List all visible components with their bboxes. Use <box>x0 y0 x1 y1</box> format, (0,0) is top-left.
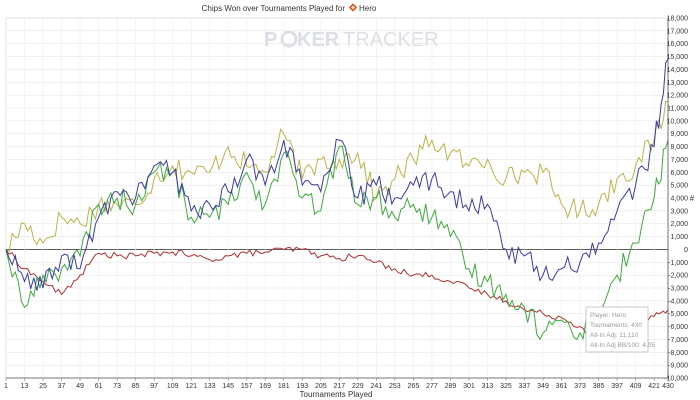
y-tick-label: 10,000 <box>667 118 689 125</box>
x-tick-label: 13 <box>21 383 29 390</box>
x-tick-label: 325 <box>500 383 512 390</box>
axes: -10,000 -9,000 -8,000 -7,000 -6,000 -5,000 -4,… <box>4 16 688 391</box>
tooltip-line-allin-adj: All-In Adj: 11,110 <box>590 332 639 339</box>
y-tick-label: 16,000 <box>667 41 689 48</box>
tooltip-line-allin-bb100: All-In Adj BB/100: 4.05 <box>590 342 655 349</box>
x-tick-label: 409 <box>630 383 642 390</box>
watermark-chip-icon <box>280 30 298 48</box>
x-tick-label: 265 <box>408 383 420 390</box>
y-tick-label: 17,000 <box>667 28 689 35</box>
x-tick-label: 205 <box>315 383 327 390</box>
y-tick-label: -5,000 <box>668 311 688 318</box>
tooltip-line-tournaments: Tournaments: 430 <box>590 322 642 329</box>
y-tick-label: 4,000 <box>670 196 688 203</box>
y-tick-label: -9,000 <box>668 363 688 370</box>
y-tick-label: 5,000 <box>670 183 688 190</box>
series-line-red <box>5 246 669 341</box>
y-tick-label: 6,000 <box>670 170 688 177</box>
y-tick-label: 13,000 <box>667 80 689 87</box>
x-tick-label: 217 <box>333 383 345 390</box>
y-tick-label: 11,000 <box>667 106 688 113</box>
y-tick-label: 15,000 <box>667 54 689 61</box>
x-tick-label: 421 <box>648 383 660 390</box>
x-tick-label: 97 <box>150 383 158 390</box>
x-tick-label: 85 <box>132 383 140 390</box>
y-tick-label: -8,000 <box>668 350 688 357</box>
x-tick-label: 397 <box>611 383 623 390</box>
y-tick-label: 3,000 <box>670 208 688 215</box>
x-tick-label: 1 <box>4 383 8 390</box>
x-tick-label: 430 <box>662 383 674 390</box>
y-tick-label: -4,000 <box>668 298 688 305</box>
x-tick-label: 73 <box>113 383 121 390</box>
x-tick-label: 25 <box>39 383 47 390</box>
x-tick-label: 145 <box>222 383 234 390</box>
x-tick-label: 277 <box>426 383 438 390</box>
series-line-blue <box>5 58 669 291</box>
y-tick-label: 14,000 <box>667 67 689 74</box>
x-tick-label: 373 <box>574 383 586 390</box>
x-tick-label: 157 <box>241 383 253 390</box>
x-tick-label: 193 <box>296 383 308 390</box>
chart-title-player: Hero <box>359 4 377 13</box>
x-tick-label: 133 <box>204 383 216 390</box>
y-tick-label: 0 <box>684 247 688 254</box>
x-tick-label: 253 <box>389 383 401 390</box>
y-tick-label: -1,000 <box>668 260 688 267</box>
x-tick-label: 109 <box>167 383 179 390</box>
x-tick-label: 169 <box>259 383 271 390</box>
y-tick-label: 2,000 <box>670 221 688 228</box>
y-tick-label: 18,000 <box>667 16 689 23</box>
watermark-mid: KER <box>297 29 340 51</box>
tooltip-box <box>585 306 649 353</box>
player-flag-icon <box>348 3 358 12</box>
x-tick-label: 121 <box>185 383 197 390</box>
tooltip-line-player: Player: Hero <box>590 312 627 319</box>
series-line-yellow <box>5 100 669 252</box>
x-tick-label: 337 <box>519 383 531 390</box>
x-tick-label: 61 <box>95 383 103 390</box>
y-tick-label: 8,000 <box>670 144 688 151</box>
y-tick-label: -2,000 <box>668 273 688 280</box>
y-tick-label: -7,000 <box>668 337 688 344</box>
y-tick-label: 9,000 <box>670 131 688 138</box>
y-tick-label: 12,000 <box>667 93 689 100</box>
y-axis-label: # <box>690 194 695 203</box>
x-tick-label: 361 <box>556 383 568 390</box>
y-tick-label: -3,000 <box>668 286 688 293</box>
watermark-right: TRACKER <box>343 29 439 51</box>
watermark-left: P <box>264 29 277 51</box>
x-tick-label: 289 <box>445 383 457 390</box>
x-tick-label: 181 <box>278 383 290 390</box>
x-tick-label: 385 <box>593 383 605 390</box>
x-tick-label: 241 <box>371 383 383 390</box>
y-tick-label: 1,000 <box>670 234 688 241</box>
x-tick-label: 37 <box>58 383 66 390</box>
y-tick-label: -6,000 <box>668 324 688 331</box>
x-tick-label: 313 <box>482 383 494 390</box>
pokertracker-watermark: P KER TRACKER <box>264 29 439 51</box>
chart-title: Chips Won over Tournaments Played for He… <box>202 3 377 13</box>
y-tick-label: -10,000 <box>664 376 688 383</box>
series-line-green <box>5 139 669 341</box>
x-tick-label: 49 <box>76 383 84 390</box>
x-tick-label: 229 <box>352 383 364 390</box>
x-tick-label: 349 <box>537 383 549 390</box>
chart-title-text: Chips Won over Tournaments Played for <box>202 4 346 13</box>
x-axis-label: Tournaments Played <box>300 390 373 399</box>
series-lines <box>5 58 669 341</box>
y-tick-label: 7,000 <box>670 157 688 164</box>
x-tick-label: 301 <box>463 383 475 390</box>
info-tooltip: Player: Hero Tournaments: 430 All-In Adj… <box>585 306 655 353</box>
